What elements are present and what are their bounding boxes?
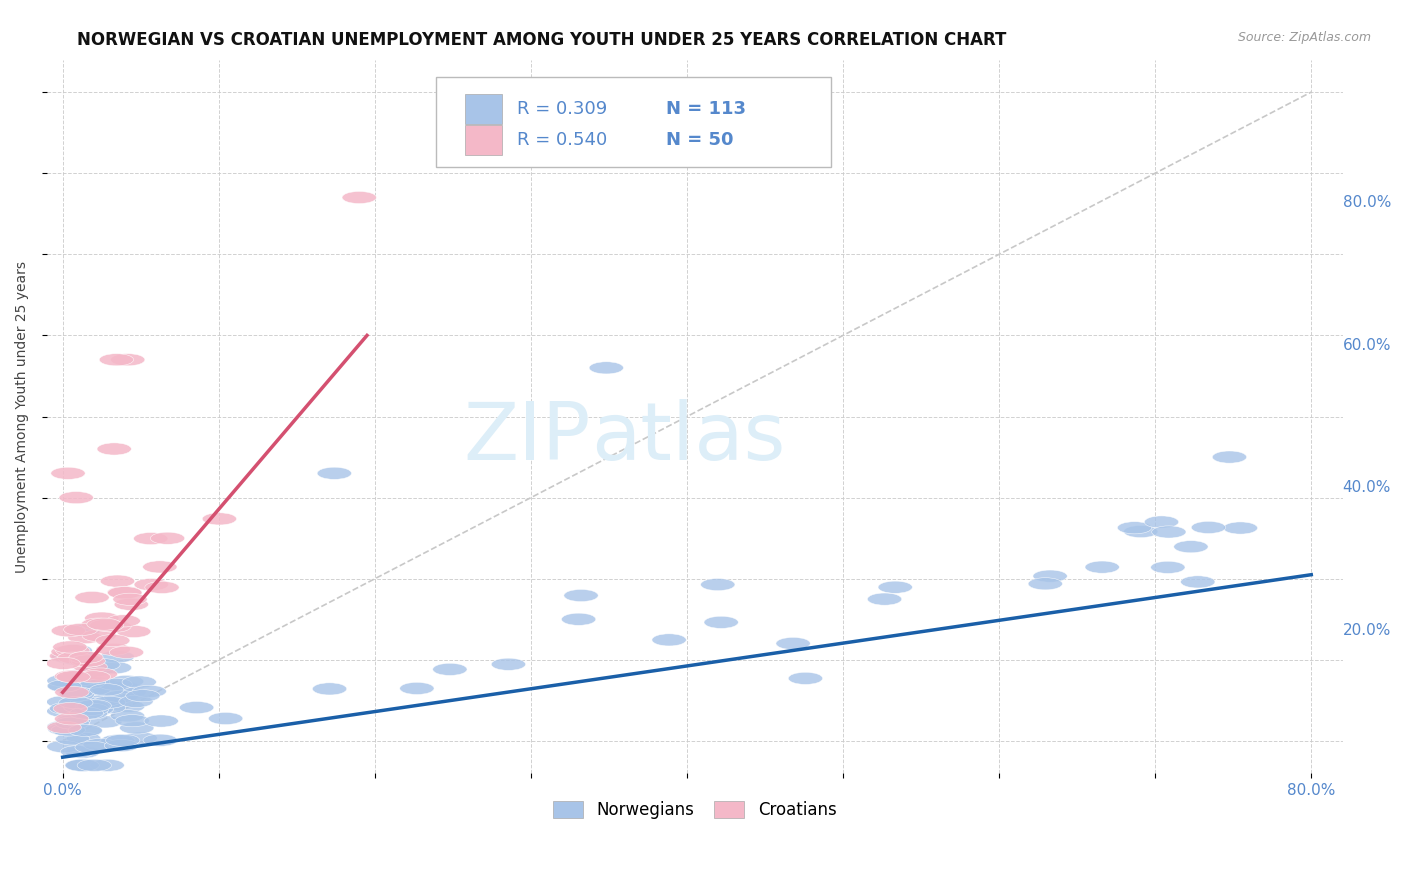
Text: R = 0.540: R = 0.540 — [517, 130, 607, 149]
Text: NORWEGIAN VS CROATIAN UNEMPLOYMENT AMONG YOUTH UNDER 25 YEARS CORRELATION CHART: NORWEGIAN VS CROATIAN UNEMPLOYMENT AMONG… — [77, 31, 1007, 49]
Y-axis label: Unemployment Among Youth under 25 years: Unemployment Among Youth under 25 years — [15, 260, 30, 573]
Text: Source: ZipAtlas.com: Source: ZipAtlas.com — [1237, 31, 1371, 45]
Text: 60.0%: 60.0% — [1343, 338, 1391, 352]
Text: 40.0%: 40.0% — [1343, 481, 1391, 495]
Text: R = 0.309: R = 0.309 — [517, 100, 607, 118]
Text: 20.0%: 20.0% — [1343, 624, 1391, 638]
Text: ZIP: ZIP — [464, 399, 591, 477]
Text: atlas: atlas — [591, 399, 786, 477]
Text: N = 113: N = 113 — [666, 100, 747, 118]
FancyBboxPatch shape — [436, 78, 831, 167]
FancyBboxPatch shape — [465, 94, 502, 124]
Legend: Norwegians, Croatians: Norwegians, Croatians — [547, 794, 844, 826]
Text: 80.0%: 80.0% — [1343, 194, 1391, 210]
FancyBboxPatch shape — [465, 125, 502, 154]
Text: N = 50: N = 50 — [666, 130, 734, 149]
